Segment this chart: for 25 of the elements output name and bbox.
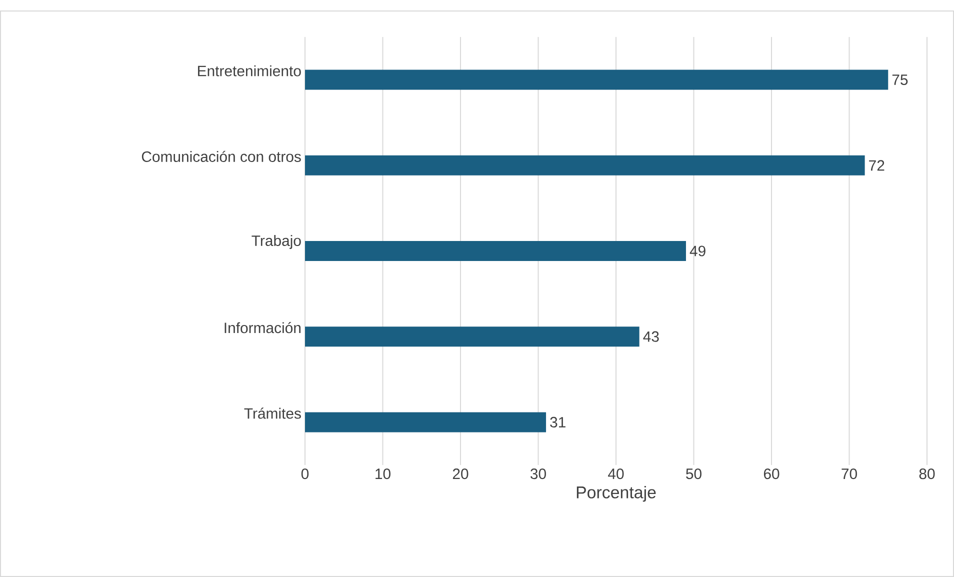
- bar: [305, 326, 640, 347]
- x-tick-label: 40: [608, 468, 624, 480]
- x-tick-label: 10: [376, 468, 390, 480]
- data-label: 43: [643, 331, 659, 342]
- x-tick-label: 50: [686, 468, 702, 480]
- y-tick-label: Trámites: [244, 408, 301, 419]
- x-tick-label: 30: [530, 468, 546, 480]
- x-tick-label: 70: [842, 468, 857, 480]
- bar: [305, 155, 865, 176]
- bar: [305, 70, 888, 90]
- x-tick-label: 0: [301, 468, 309, 480]
- x-tick-label: 20: [452, 468, 468, 480]
- x-tick-label: 60: [764, 468, 780, 480]
- y-tick-label: Información: [224, 322, 301, 334]
- data-label: 72: [869, 160, 884, 171]
- bar: [305, 412, 546, 432]
- bar: [305, 241, 686, 262]
- data-label: 75: [892, 74, 908, 86]
- data-label: 31: [550, 416, 566, 428]
- y-tick-label: Entretenimiento: [198, 65, 301, 76]
- x-axis-title: Porcentaje: [576, 486, 656, 502]
- y-tick-label: Comunicación con otros: [142, 150, 301, 162]
- data-label: 49: [690, 246, 706, 256]
- x-tick-label: 80: [919, 468, 935, 480]
- y-tick-label: Trabajo: [252, 235, 301, 249]
